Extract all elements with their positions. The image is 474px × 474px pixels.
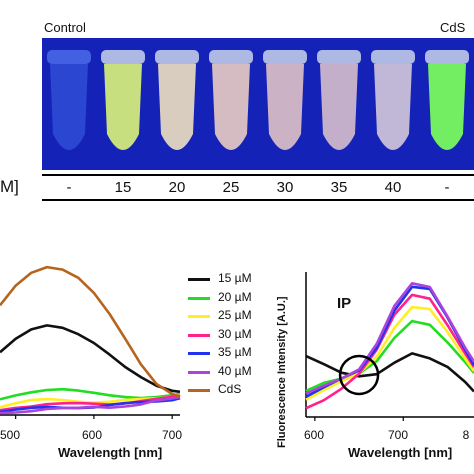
concentration-3: 25 [222, 179, 240, 196]
control-label: Control [44, 20, 86, 35]
concentration-5: 35 [330, 179, 348, 196]
tube-cap [209, 50, 253, 64]
tube-cap [317, 50, 361, 64]
right-x-tick-600: 600 [303, 428, 325, 442]
legend-swatch [188, 296, 210, 300]
legend-label: 20 µM [218, 289, 252, 304]
series-cds [0, 265, 181, 398]
series-15-m [0, 324, 181, 394]
tube-cap [101, 50, 145, 64]
tube-cap [47, 50, 91, 64]
legend-label: 25 µM [218, 308, 252, 322]
concentration-unit: M] [0, 177, 19, 196]
tube-7 [425, 50, 469, 150]
left-x-axis-label: Wavelength [nm] [58, 445, 163, 460]
concentration-4: 30 [276, 179, 294, 196]
tube-body [50, 64, 88, 150]
tube-body [212, 64, 250, 150]
tube-photo [42, 38, 474, 170]
tube-body [428, 64, 466, 150]
tube-5 [317, 50, 361, 150]
legend-swatch [188, 278, 210, 281]
tube-cap [425, 50, 469, 64]
series-25-m [305, 305, 474, 401]
tube-1 [101, 50, 145, 150]
legend-label: 30 µM [218, 326, 252, 341]
legend-swatch [188, 315, 210, 318]
concentration-6: 40 [384, 179, 402, 196]
left-x-tick-600: 600 [81, 428, 103, 442]
cds-label: CdS [440, 20, 466, 35]
tube-cap [371, 50, 415, 64]
legend-swatch [188, 333, 210, 337]
legend-label: CdS [218, 382, 242, 396]
ip-circle [338, 354, 380, 396]
tube-body [374, 64, 412, 150]
right-y-axis-label: Fluorescence Intensity [A.U.] [276, 296, 288, 448]
row-bottom-line [42, 199, 474, 201]
series-15-m [305, 352, 474, 393]
series-20-m [305, 319, 474, 393]
series-30-m [305, 293, 474, 410]
legend-swatch [188, 370, 210, 374]
concentration-7: - [444, 179, 450, 196]
legend-swatch [188, 389, 210, 392]
tube-cap [263, 50, 307, 64]
concentration-2: 20 [168, 179, 186, 196]
legend-label: 40 µM [218, 363, 252, 378]
right-x-tick-700: 700 [387, 428, 409, 442]
tube-body [266, 64, 304, 150]
legend-swatch [188, 352, 210, 355]
tube-body [158, 64, 196, 150]
row-top-line [42, 174, 474, 176]
right-x-tick-8: 8 [462, 428, 470, 442]
left-x-tick-500: 500 [0, 428, 21, 442]
concentration-0: - [66, 179, 72, 196]
legend-label: 15 µM [218, 271, 252, 285]
tube-2 [155, 50, 199, 150]
tube-cap [155, 50, 199, 64]
left-x-tick-700: 700 [161, 428, 183, 442]
series-40-m [0, 395, 181, 415]
left-spectrum-plot [0, 265, 181, 419]
series-40-m [305, 281, 474, 395]
right-x-axis-label: Wavelength [nm] [348, 445, 453, 460]
tube-6 [371, 50, 415, 150]
tube-body [320, 64, 358, 150]
tube-0 [47, 50, 91, 150]
tube-body [104, 64, 142, 150]
right-spectrum-plot [305, 272, 474, 421]
tube-3 [209, 50, 253, 150]
legend-label: 35 µM [218, 345, 252, 359]
concentration-1: 15 [114, 179, 132, 196]
ip-annotation: IP [337, 295, 352, 312]
tube-4 [263, 50, 307, 150]
